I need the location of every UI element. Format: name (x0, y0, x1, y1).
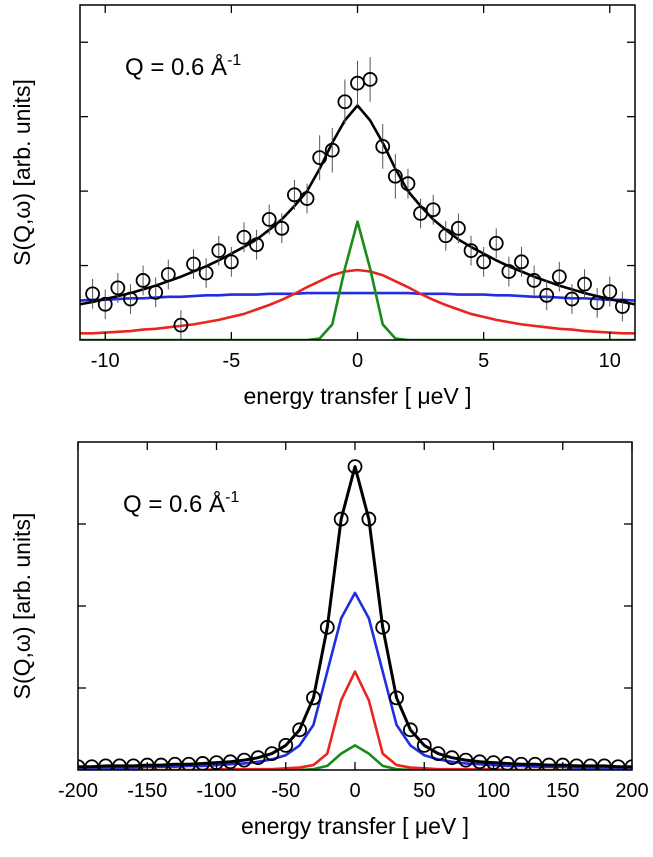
data-point (337, 94, 353, 110)
annotation: Q = 0.6 Å-1 (123, 489, 239, 518)
x-axis-label: energy transfer [ μeV ] (241, 813, 469, 839)
series-line (80, 104, 635, 306)
data-point (274, 220, 290, 236)
x-tick-label: -200 (58, 780, 98, 802)
data-point (564, 291, 580, 307)
data-point (135, 273, 151, 288)
data-point (306, 690, 321, 706)
data-point (292, 722, 308, 738)
data-point (526, 273, 542, 288)
data-point (250, 750, 266, 766)
data-point (444, 750, 460, 766)
data-point (375, 139, 391, 154)
series-line (78, 591, 632, 769)
x-tick-label: -100 (196, 780, 236, 802)
data-point (123, 291, 138, 307)
x-tick-label: 150 (546, 780, 579, 802)
series-line (78, 670, 632, 770)
data-point (222, 754, 238, 770)
data-point (236, 752, 252, 768)
annotation-text: Q = 0.6 Å (123, 490, 225, 518)
x-tick-label: -50 (271, 780, 300, 802)
y-axis-label: S(Q,ω) [arb. units] (9, 79, 35, 266)
data-point (389, 690, 404, 706)
data-point (387, 168, 403, 184)
data-point (361, 511, 377, 527)
data-point (514, 254, 529, 270)
x-tick-label: 200 (615, 780, 648, 802)
data-point (319, 619, 335, 635)
data-point (148, 284, 164, 300)
series-line (80, 291, 635, 302)
data-point (333, 511, 349, 527)
series-line (80, 220, 635, 340)
annotation-sup: -1 (227, 52, 241, 69)
annotation-sup: -1 (225, 489, 239, 506)
data-point (278, 738, 294, 753)
data-point (223, 254, 239, 270)
data-point (624, 759, 632, 770)
x-tick-label: 100 (477, 780, 510, 802)
data-point (324, 142, 340, 158)
data-point (400, 176, 416, 192)
data-point (375, 619, 391, 635)
plot-area (80, 57, 635, 340)
data-point (198, 265, 214, 281)
data-point (539, 287, 555, 303)
data-point (614, 299, 630, 314)
x-tick-label: 0 (352, 350, 363, 372)
data-point (211, 243, 227, 259)
data-point (476, 254, 492, 270)
data-point (110, 280, 126, 296)
x-tick-label: 0 (349, 780, 360, 802)
x-tick-label: 50 (413, 780, 435, 802)
data-point (85, 286, 101, 302)
data-point (438, 228, 454, 244)
x-axis-label: energy transfer [ μeV ] (243, 383, 471, 409)
data-point (425, 202, 441, 218)
data-point (589, 295, 605, 311)
annotation-text: Q = 0.6 Å (125, 53, 227, 81)
data-point (97, 296, 113, 312)
data-point (458, 752, 474, 768)
data-point (577, 276, 592, 292)
x-tick-label: 10 (599, 350, 621, 372)
x-tick-label: 5 (478, 350, 489, 372)
data-point (299, 191, 315, 206)
data-point (501, 264, 517, 279)
data-point (312, 150, 328, 166)
data-point (347, 459, 363, 475)
x-tick-label: -5 (222, 350, 240, 372)
x-tick-label: -10 (91, 350, 120, 372)
x-tick-label: -150 (127, 780, 167, 802)
data-point (416, 738, 432, 753)
series-line (80, 268, 635, 335)
data-point (602, 284, 618, 300)
data-point (186, 256, 201, 272)
data-point (430, 746, 446, 761)
data-point (261, 211, 277, 227)
data-point (551, 269, 567, 285)
y-axis-label: S(Q,ω) [arb. units] (9, 513, 35, 700)
data-point (451, 220, 466, 236)
data-point (488, 235, 504, 251)
data-point (249, 237, 264, 253)
data-point (362, 72, 378, 87)
data-point (463, 243, 479, 259)
series-line (78, 465, 632, 769)
data-point (173, 317, 189, 333)
data-point (402, 722, 418, 738)
plot-area (78, 459, 632, 770)
data-point (264, 746, 280, 761)
data-point (236, 229, 252, 245)
series-line (78, 744, 632, 770)
data-point (160, 267, 176, 282)
annotation: Q = 0.6 Å-1 (125, 52, 241, 81)
